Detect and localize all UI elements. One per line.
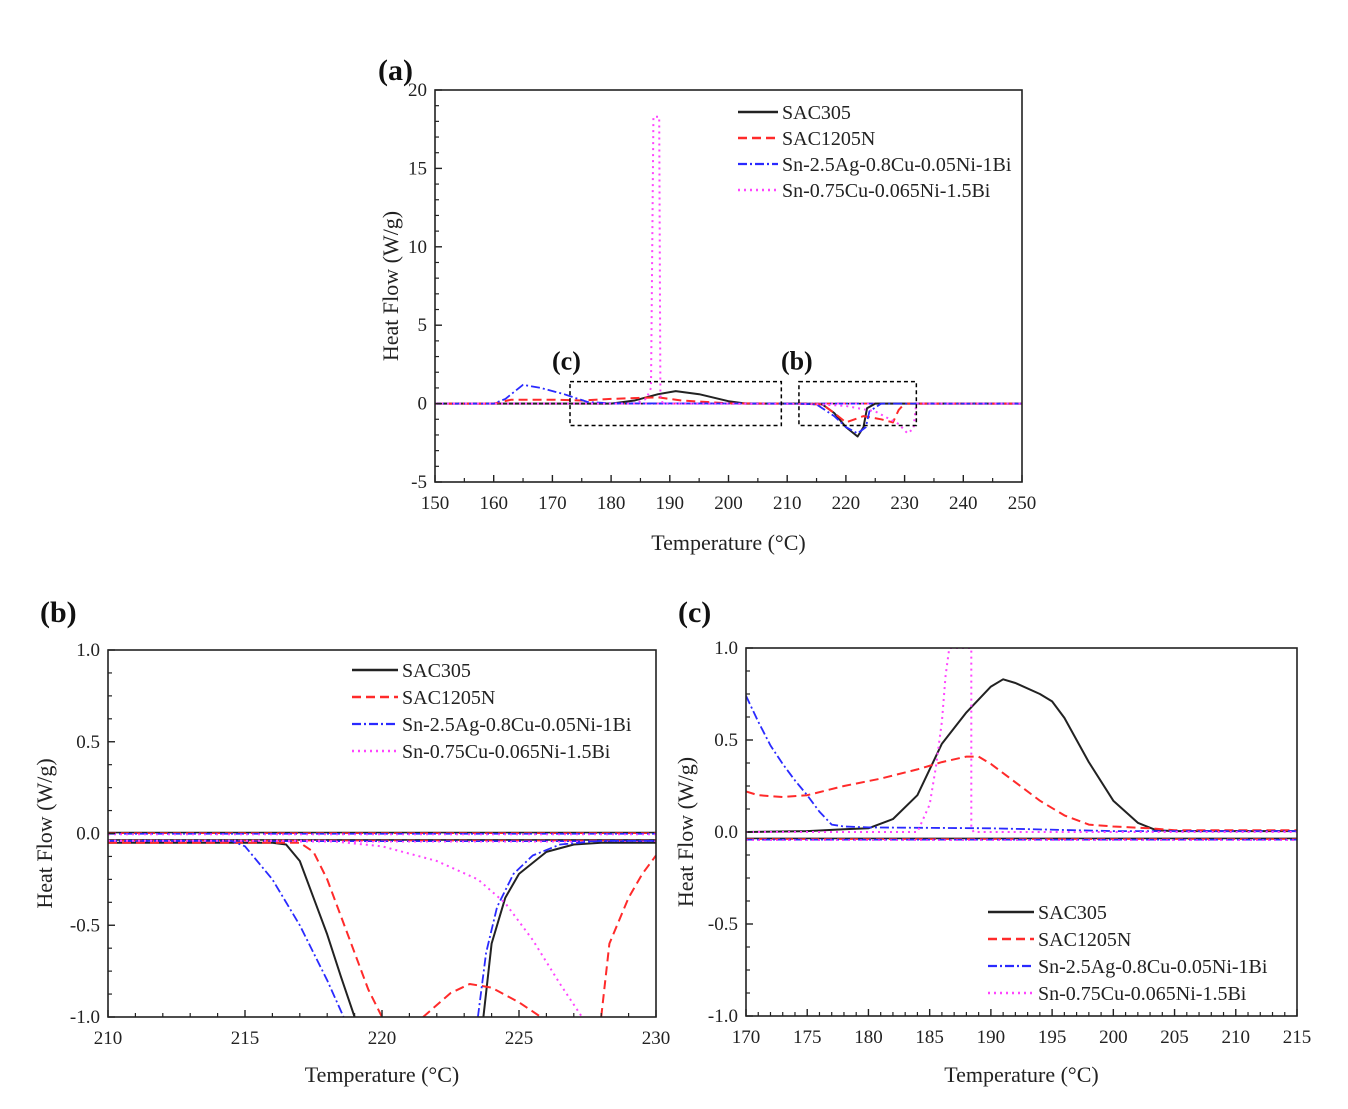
x-tick-label: 180 <box>597 493 626 514</box>
legend-label: SAC1205N <box>1038 929 1131 951</box>
y-tick-label: 1.0 <box>714 638 738 659</box>
plot-area <box>108 831 656 1017</box>
y-tick-label: -5 <box>411 472 427 493</box>
series-line-sn-0-75cu-0-065ni-1-5bi <box>435 115 1022 435</box>
plot-frame <box>434 89 1023 483</box>
y-tick-label: 0.5 <box>714 730 738 751</box>
x-tick-label: 210 <box>94 1028 123 1049</box>
x-tick-label: 180 <box>854 1027 883 1048</box>
legend-label: Sn-2.5Ag-0.8Cu-0.05Ni-1Bi <box>1038 956 1268 978</box>
zoom-box-label: (c) <box>552 347 581 376</box>
series-line-sac1205n <box>600 854 656 1017</box>
y-tick-label: 1.0 <box>76 640 100 661</box>
x-tick-label: 220 <box>832 493 861 514</box>
x-tick-label: 210 <box>773 493 802 514</box>
y-tick-label: -1.0 <box>70 1007 100 1028</box>
y-tick-label: 0.0 <box>714 822 738 843</box>
x-tick-label: 190 <box>656 493 685 514</box>
x-tick-label: 200 <box>1099 1027 1128 1048</box>
zoom-box <box>569 380 783 427</box>
panel-label: (c) <box>678 596 711 629</box>
y-tick-label: 0.0 <box>76 824 100 845</box>
y-tick-label: 15 <box>408 158 427 179</box>
y-tick-label: 0 <box>418 394 428 415</box>
x-tick-label: 160 <box>479 493 508 514</box>
series-line-sn-2-5ag-0-8cu-0-05ni-1bi <box>108 839 345 1017</box>
x-tick-label: 205 <box>1160 1027 1189 1048</box>
x-tick-label: 230 <box>890 493 919 514</box>
panel-b: (b) 210 215 220 225 230 -1.0 -0.5 0.0 0.5 1.0 Tempe… <box>32 596 670 1087</box>
legend: SAC305 SAC1205N Sn-2.5Ag-0.8Cu-0.05Ni-1Bi S… <box>738 102 1012 202</box>
x-tick-label: 150 <box>421 493 450 514</box>
legend-label: SAC305 <box>1038 902 1107 924</box>
x-tick-label: 170 <box>732 1027 761 1048</box>
panel-label: (a) <box>378 54 413 87</box>
legend-label: SAC305 <box>782 102 851 124</box>
x-tick-label: 185 <box>915 1027 944 1048</box>
x-tick-label: 225 <box>505 1028 534 1049</box>
x-tick-label: 230 <box>642 1028 671 1049</box>
y-tick-label: -0.5 <box>708 914 738 935</box>
y-axis-title: Heat Flow (W/g) <box>673 757 698 907</box>
x-tick-label: 175 <box>793 1027 822 1048</box>
legend-label: SAC1205N <box>402 687 495 709</box>
legend-label: SAC305 <box>402 660 471 682</box>
series-line-sn-2-5ag-0-8cu-0-05ni-1bi <box>435 383 1022 435</box>
y-tick-label: -1.0 <box>708 1006 738 1027</box>
series-line-sac1205n <box>422 983 542 1017</box>
x-tick-label: 215 <box>1283 1027 1312 1048</box>
y-tick-label: 20 <box>408 80 427 101</box>
series-line-sac1205n <box>108 841 383 1017</box>
x-tick-label: 170 <box>538 493 567 514</box>
series-line-sac305 <box>746 678 1297 833</box>
x-tick-label: 195 <box>1038 1027 1067 1048</box>
y-tick-label: 0.5 <box>76 732 100 753</box>
x-axis-title: Temperature (°C) <box>651 530 805 555</box>
series-line-sn-2-5ag-0-8cu-0-05ni-1bi <box>477 839 656 1017</box>
series-line-sac305 <box>482 841 656 1017</box>
x-tick-label: 250 <box>1008 493 1037 514</box>
legend-label: Sn-2.5Ag-0.8Cu-0.05Ni-1Bi <box>782 154 1012 176</box>
x-tick-label: 240 <box>949 493 978 514</box>
zoom-box-label: (b) <box>781 347 813 376</box>
series-line-sn-0-75cu-0-065ni-1-5bi <box>108 839 583 1017</box>
x-tick-label: 200 <box>714 493 743 514</box>
legend-label: Sn-0.75Cu-0.065Ni-1.5Bi <box>1038 983 1247 1005</box>
legend: SAC305 SAC1205N Sn-2.5Ag-0.8Cu-0.05Ni-1Bi S… <box>352 660 632 763</box>
series-line-sac305 <box>435 390 1022 438</box>
plot-area <box>746 648 1297 842</box>
y-tick-label: 5 <box>418 315 428 336</box>
x-tick-label: 220 <box>368 1028 397 1049</box>
legend-label: SAC1205N <box>782 128 875 150</box>
legend-label: Sn-2.5Ag-0.8Cu-0.05Ni-1Bi <box>402 714 632 736</box>
x-tick-label: 215 <box>231 1028 260 1049</box>
panel-c: (c) 170 175 180 185 190 195 200 205 210 215 -1.0 -0.… <box>673 596 1311 1087</box>
legend-label: Sn-0.75Cu-0.065Ni-1.5Bi <box>782 180 991 202</box>
zoom-box <box>798 380 918 427</box>
x-tick-label: 190 <box>977 1027 1006 1048</box>
series-line-sn-2-5ag-0-8cu-0-05ni-1bi <box>746 695 1297 832</box>
x-axis-title: Temperature (°C) <box>944 1062 1098 1087</box>
legend: SAC305 SAC1205N Sn-2.5Ag-0.8Cu-0.05Ni-1Bi S… <box>988 902 1268 1005</box>
y-axis-title: Heat Flow (W/g) <box>32 758 57 908</box>
plot-area <box>435 115 1022 438</box>
x-axis-title: Temperature (°C) <box>305 1062 459 1087</box>
series-line-sac305 <box>108 841 356 1017</box>
panel-label: (b) <box>40 596 77 629</box>
y-tick-label: -0.5 <box>70 915 100 936</box>
panel-a: (a)(c) (b)150 160 170 180 190 200 210 220 230 240 2… <box>378 54 1036 555</box>
series-line-sac1205n <box>746 755 1297 832</box>
series-line-sn-0-75cu-0-065ni-1-5bi <box>746 648 1297 833</box>
y-tick-label: 10 <box>408 237 427 258</box>
legend-label: Sn-0.75Cu-0.065Ni-1.5Bi <box>402 741 611 763</box>
y-axis-title: Heat Flow (W/g) <box>378 211 403 361</box>
x-tick-label: 210 <box>1222 1027 1251 1048</box>
